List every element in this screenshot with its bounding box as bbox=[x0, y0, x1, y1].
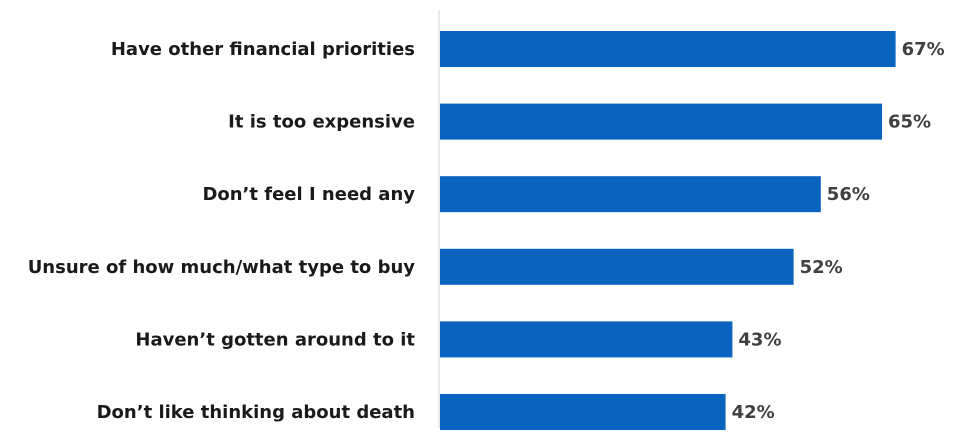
category-label: It is too expensive bbox=[228, 112, 415, 133]
bar bbox=[440, 321, 733, 358]
bar bbox=[440, 103, 882, 140]
bar bbox=[440, 31, 896, 67]
value-label: 52% bbox=[800, 257, 843, 278]
category-label: Unsure of how much/what type to buy bbox=[28, 257, 416, 278]
category-label: Have other financial priorities bbox=[111, 39, 415, 60]
bars-group bbox=[440, 31, 896, 430]
category-labels-group: Have other financial priorities It is too… bbox=[28, 39, 416, 423]
category-label: Don’t like thinking about death bbox=[97, 402, 415, 423]
category-label: Haven’t gotten around to it bbox=[135, 329, 415, 350]
value-label: 42% bbox=[732, 402, 775, 423]
value-label: 56% bbox=[827, 184, 870, 205]
value-label: 43% bbox=[738, 329, 781, 350]
category-label: Don’t feel I need any bbox=[202, 184, 415, 205]
bar bbox=[440, 394, 726, 430]
value-labels-group: 67% 65% 56% 52% 43% 42% bbox=[732, 39, 945, 423]
value-label: 67% bbox=[902, 39, 945, 60]
bar bbox=[440, 176, 821, 213]
bar bbox=[440, 248, 794, 285]
value-label: 65% bbox=[888, 112, 931, 133]
